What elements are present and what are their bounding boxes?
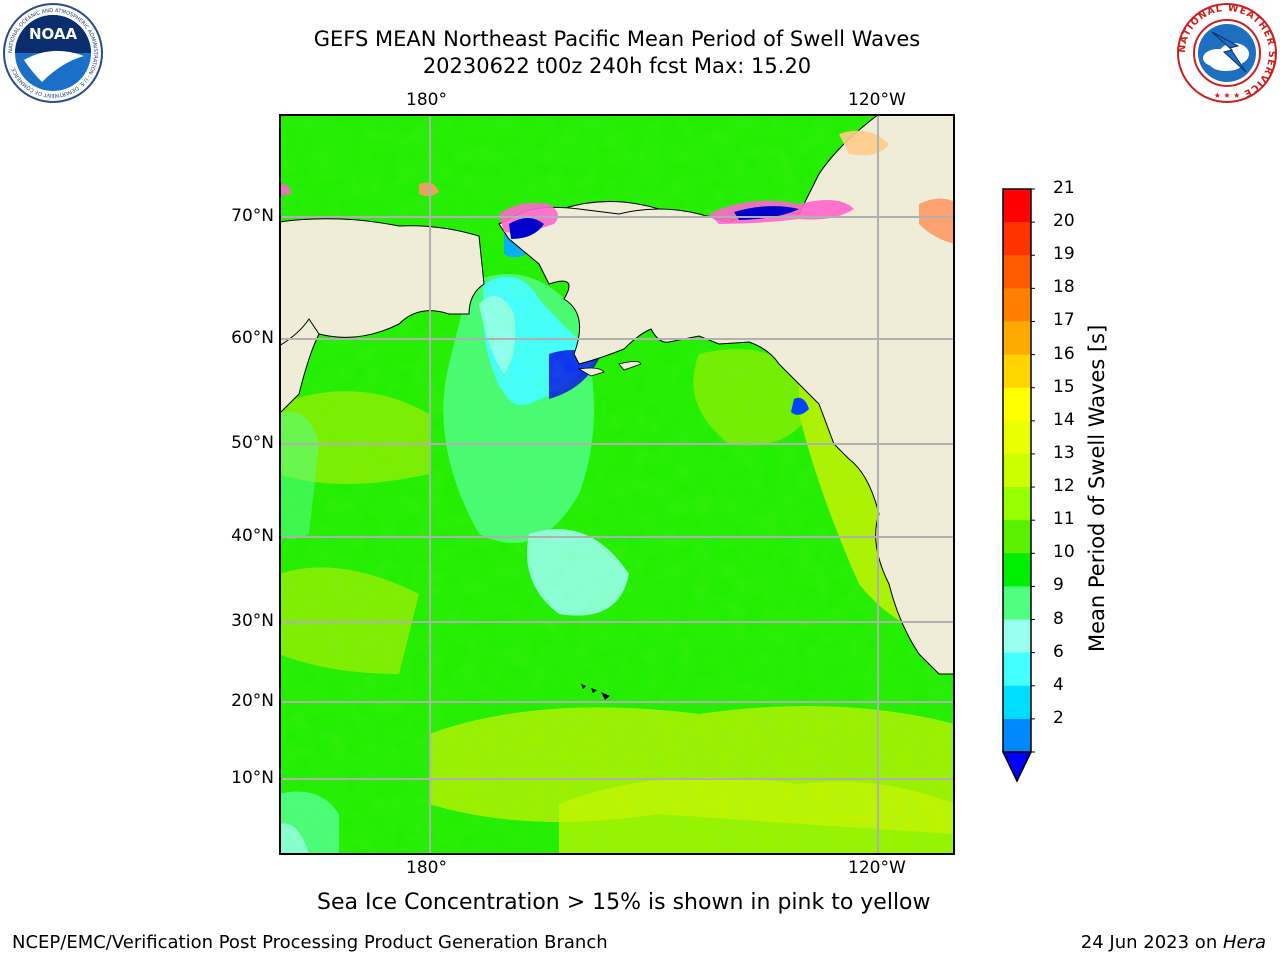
- colorbar-segment: [1003, 354, 1031, 389]
- map-title: GEFS MEAN Northeast Pacific Mean Period …: [313, 27, 921, 51]
- sea-ice-caption: Sea Ice Concentration > 15% is shown in …: [317, 890, 931, 915]
- noaa-logo-text: NOAA: [29, 25, 78, 43]
- colorbar-extend-triangle: [1002, 751, 1033, 783]
- colorbar-label: 21: [1053, 178, 1075, 198]
- lat-label-50n: 50°N: [231, 433, 274, 453]
- colorbar-label: 13: [1053, 442, 1075, 463]
- colorbar-segment: [1003, 321, 1031, 356]
- colorbar-segment: [1003, 387, 1031, 422]
- colorbar-segment: [1003, 487, 1031, 521]
- colorbar-segment: [1003, 189, 1031, 223]
- lat-label-20n: 20°N: [231, 691, 274, 711]
- colorbar-segment: [1003, 222, 1031, 256]
- colorbar-segment: [1003, 685, 1031, 720]
- map-frame: [279, 114, 955, 855]
- lon-label-120w-bottom: 120°W: [848, 858, 906, 878]
- svg-text:★ ★ ★: ★ ★ ★: [1214, 91, 1241, 100]
- colorbar-label: 19: [1053, 244, 1075, 265]
- colorbar-label: 17: [1053, 310, 1075, 331]
- colorbar-label: 14: [1053, 409, 1075, 430]
- hawaii-islands: [581, 684, 610, 700]
- colorbar-segment: [1003, 652, 1031, 687]
- colorbar-label: 8: [1053, 608, 1064, 629]
- colorbar-label: 16: [1053, 343, 1075, 364]
- land-kamchatka: [279, 318, 320, 415]
- lat-label-40n: 40°N: [231, 526, 274, 546]
- colorbar-label: 12: [1053, 476, 1075, 497]
- colorbar-segment: [1003, 255, 1031, 289]
- lat-label-30n: 30°N: [231, 611, 274, 631]
- colorbar-segment: [1003, 553, 1031, 587]
- colorbar-label: 10: [1053, 542, 1075, 563]
- colorbar-segment: [1003, 718, 1031, 753]
- colorbar-segment: [1003, 420, 1031, 455]
- colorbar-segment: [1003, 619, 1031, 654]
- map-subtitle: 20230622 t00z 240h fcst Max: 15.20: [422, 54, 812, 78]
- noaa-logo: NOAA NATIONAL OCEANIC AND ATMOSPHERIC AD…: [3, 3, 103, 103]
- nws-logo: NATIONAL WEATHER SERVICE ★ ★ ★: [1177, 3, 1277, 103]
- lon-label-180-bottom: 180°: [406, 858, 447, 878]
- map-panel: [279, 114, 955, 855]
- colorbar-label: 2: [1053, 707, 1064, 728]
- colorbar-frame: [1002, 188, 1032, 753]
- lon-label-120w-top: 120°W: [848, 90, 906, 110]
- colorbar-label: 15: [1053, 376, 1075, 397]
- colorbar-segment: [1003, 288, 1031, 322]
- lat-label-60n: 60°N: [231, 328, 274, 348]
- lat-label-10n: 10°N: [231, 768, 274, 788]
- colorbar-title: Mean Period of Swell Waves [s]: [1085, 324, 1109, 652]
- colorbar-label: 18: [1053, 277, 1075, 298]
- colorbar-label: 11: [1053, 509, 1075, 530]
- colorbar-label: 20: [1053, 211, 1075, 232]
- colorbar-segment: [1003, 586, 1031, 621]
- lat-label-70n: 70°N: [231, 206, 274, 226]
- land-siberia: [279, 218, 485, 347]
- colorbar-label: 9: [1053, 575, 1064, 596]
- graticule: [279, 114, 955, 855]
- colorbar-label: 4: [1053, 674, 1064, 695]
- colorbar-segment: [1003, 520, 1031, 554]
- footer-date-text: 24 Jun 2023 on: [1080, 932, 1223, 953]
- lon-label-180-top: 180°: [406, 90, 447, 110]
- footer-date: 24 Jun 2023 on Hera: [1081, 932, 1266, 953]
- footer-credit: NCEP/EMC/Verification Post Processing Pr…: [12, 932, 608, 953]
- colorbar-segment: [1003, 453, 1031, 488]
- colorbar: [1002, 188, 1035, 783]
- colorbar-label: 6: [1053, 641, 1064, 662]
- footer-host: Hera: [1222, 932, 1266, 953]
